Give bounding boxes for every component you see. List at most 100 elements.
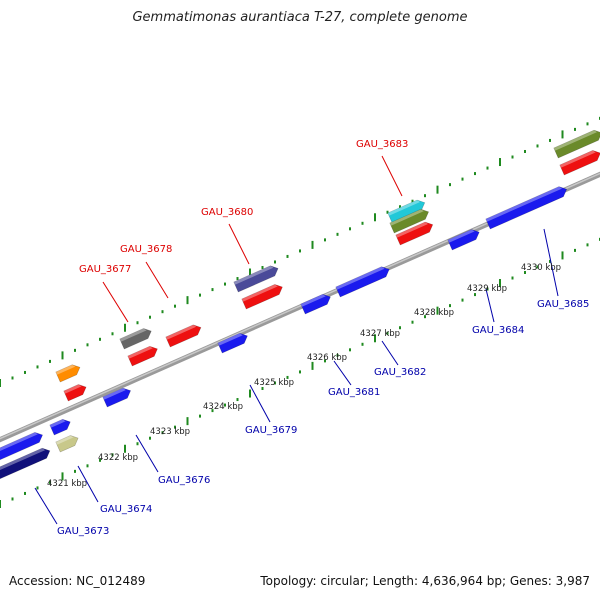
gene-label[interactable]: GAU_3684 xyxy=(472,325,524,336)
gene-arrow[interactable] xyxy=(0,446,52,481)
tick-row-top xyxy=(0,116,600,387)
tick-mark xyxy=(324,238,326,242)
kbp-label: 4326 kbp xyxy=(307,353,347,363)
tick-mark xyxy=(336,353,339,357)
gene-label-leader xyxy=(543,228,559,297)
tick-mark xyxy=(524,149,526,153)
tick-mark xyxy=(349,227,351,231)
gene-labels: GAU_3673 GAU_3674 GAU_3676 GAU_3677 GAU_3678… xyxy=(57,139,589,537)
tick-mark xyxy=(349,348,351,352)
genome-title: Gemmatimonas aurantiaca T-27, complete g… xyxy=(132,10,468,25)
tick-mark xyxy=(574,248,576,252)
gene-arrow[interactable] xyxy=(217,331,250,354)
gene-label-leader xyxy=(34,487,58,525)
gene-arrow[interactable] xyxy=(0,430,45,462)
tick-mark xyxy=(61,472,64,481)
tick-mark xyxy=(511,276,514,280)
tick-mark xyxy=(474,172,476,176)
gene-label-leader xyxy=(102,281,129,323)
gene-label[interactable]: GAU_3676 xyxy=(158,475,210,486)
tick-mark xyxy=(374,334,376,343)
tick-mark xyxy=(486,287,489,291)
gene-label[interactable]: GAU_3677 xyxy=(79,264,131,275)
gene-arrow[interactable] xyxy=(389,207,431,234)
tick-mark xyxy=(411,320,414,324)
gene-arrow[interactable] xyxy=(553,128,600,159)
genome-stats-text: Topology: circular; Length: 4,636,964 bp… xyxy=(260,574,590,588)
tick-mark xyxy=(99,337,101,341)
gene-arrow[interactable] xyxy=(447,227,482,251)
gene-arrow[interactable] xyxy=(165,322,203,348)
tick-mark xyxy=(274,260,276,264)
tick-mark xyxy=(49,480,51,484)
gene-label[interactable]: GAU_3679 xyxy=(245,425,297,436)
tick-mark xyxy=(424,194,426,198)
tick-mark xyxy=(161,431,164,435)
kbp-label: 4329 kbp xyxy=(467,284,507,294)
gene-arrow[interactable] xyxy=(395,220,435,246)
tick-mark xyxy=(549,138,551,142)
gene-arrow[interactable] xyxy=(559,148,600,176)
gene-arrow[interactable] xyxy=(55,362,82,383)
kbp-label: 4328 kbp xyxy=(414,308,454,318)
tick-mark xyxy=(236,398,239,402)
kbp-label: 4324 kbp xyxy=(203,402,243,412)
tick-mark xyxy=(461,177,464,181)
gene-label[interactable]: GAU_3674 xyxy=(100,504,152,515)
gene-arrow[interactable] xyxy=(127,344,160,367)
tick-mark xyxy=(11,376,14,380)
tick-mark xyxy=(124,444,126,453)
tick-mark xyxy=(311,361,314,370)
tick-mark xyxy=(174,425,176,429)
tick-row-bottom xyxy=(0,237,600,508)
tick-mark xyxy=(536,144,539,148)
gene-arrow[interactable] xyxy=(102,386,133,408)
tick-mark xyxy=(286,254,289,258)
tick-mark xyxy=(211,409,214,413)
gene-arrow[interactable] xyxy=(49,417,73,436)
gene-label[interactable]: GAU_3678 xyxy=(120,244,172,255)
gene-label-leader xyxy=(333,360,352,386)
tick-mark xyxy=(224,282,226,286)
tick-mark xyxy=(474,293,476,297)
tick-mark xyxy=(524,270,526,274)
gene-label[interactable]: GAU_3685 xyxy=(537,299,589,310)
kbp-label: 4321 kbp xyxy=(47,479,87,489)
tick-mark xyxy=(99,458,101,462)
tick-mark xyxy=(424,315,426,319)
gene-label[interactable]: GAU_3680 xyxy=(201,207,253,218)
tick-mark xyxy=(111,332,114,336)
tick-mark xyxy=(136,321,139,325)
tick-mark xyxy=(549,259,551,263)
gene-arrow[interactable] xyxy=(55,433,81,453)
gene-arrow[interactable] xyxy=(233,263,281,293)
gene-label[interactable]: GAU_3682 xyxy=(374,367,426,378)
tick-mark xyxy=(499,279,501,288)
accession-text: Accession: NC_012489 xyxy=(9,574,146,588)
tick-mark xyxy=(386,331,389,335)
gene-arrow[interactable] xyxy=(485,184,569,230)
gene-features xyxy=(0,128,600,481)
tick-mark xyxy=(74,348,76,352)
gene-arrow[interactable] xyxy=(300,292,333,315)
tick-mark xyxy=(86,464,89,468)
tick-mark xyxy=(199,414,201,418)
tick-mark xyxy=(261,386,264,390)
tick-mark xyxy=(36,486,39,490)
gene-label[interactable]: GAU_3683 xyxy=(356,139,408,150)
tick-mark xyxy=(374,213,376,222)
gene-label[interactable]: GAU_3673 xyxy=(57,526,109,537)
tick-mark xyxy=(286,375,289,379)
gene-arrow[interactable] xyxy=(335,264,392,298)
tick-mark xyxy=(436,306,439,315)
gene-arrow[interactable] xyxy=(241,282,285,310)
gene-label[interactable]: GAU_3681 xyxy=(328,387,380,398)
tick-mark xyxy=(24,491,26,495)
tick-mark xyxy=(336,232,339,236)
gene-arrow[interactable] xyxy=(119,326,154,350)
kbp-label: 4327 kbp xyxy=(360,329,400,339)
kbp-labels: 4321 kbp 4322 kbp 4323 kbp 4324 kbp 4325 kbp… xyxy=(47,263,561,489)
gene-arrow[interactable] xyxy=(387,198,427,224)
gene-arrow[interactable] xyxy=(63,382,89,402)
